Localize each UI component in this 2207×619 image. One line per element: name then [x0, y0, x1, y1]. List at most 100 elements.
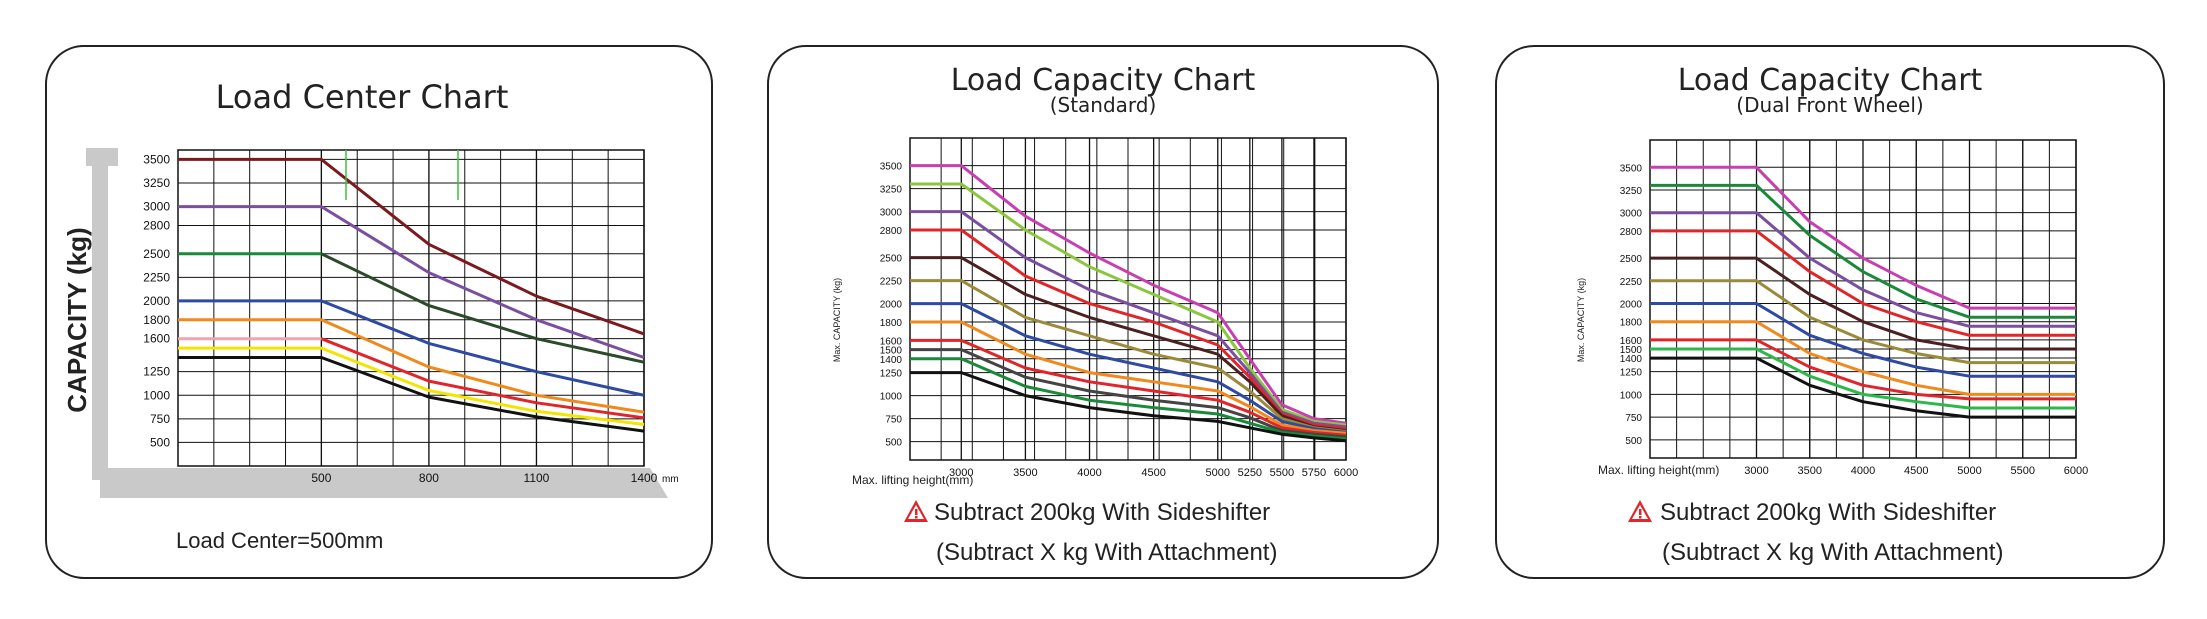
series-line [910, 228, 1347, 431]
y-tick-label: 1250 [1620, 368, 1643, 379]
note-attachment: (Subtract X kg With Attachment) [1662, 539, 2003, 566]
x-tick-label: 5750 [1302, 467, 1326, 479]
y-tick-label: 3000 [1620, 209, 1643, 220]
x-tick-label: 3500 [1013, 467, 1037, 479]
y-tick-label: 1250 [880, 369, 903, 380]
y-tick-label: 2250 [1620, 277, 1643, 288]
chart3-plot: 3500 3250 3000 2800 2500 2250 2000 1800 16001500… [1620, 139, 2088, 477]
series-line [320, 252, 645, 364]
series-line [1650, 279, 2076, 365]
y-tick-label: 1800 [880, 318, 903, 329]
y-tick-label: 3000 [880, 208, 903, 219]
series-line [1650, 229, 2076, 337]
y-tick-label: 2250 [880, 277, 903, 288]
y-tick-label: 3000 [143, 200, 170, 214]
series-line [1650, 302, 2076, 378]
chart3-ylabel: Max. CAPACITY (kg) [1576, 278, 1586, 362]
note-sideshifter: Subtract 200kg With Sideshifter [1660, 499, 1996, 526]
y-tick-label: 3250 [143, 176, 170, 190]
series-line [178, 356, 645, 433]
y-tick-label: 1600 [143, 332, 170, 346]
series-line [910, 164, 1347, 425]
chart3-xlabel: Max. lifting height(mm) [1598, 463, 1719, 477]
y-tick-label: 500 [885, 438, 902, 449]
y-tick-label: 1000 [1620, 390, 1643, 401]
series-line [178, 299, 645, 397]
y-tick-label: 2500 [880, 254, 903, 265]
series-line [178, 346, 645, 426]
series-line [910, 338, 1347, 437]
series-line [1650, 347, 2076, 410]
chart3-subtitle: (Dual Front Wheel) [1736, 93, 1923, 117]
chart2-ylabel: Max. CAPACITY (kg) [832, 278, 842, 362]
chart2-plot: 3500 3250 3000 2800 2500 2250 2000 1800 16001500… [880, 137, 1358, 479]
y-tick-label: 1400 [880, 355, 903, 366]
y-tick-label: 1800 [143, 313, 170, 327]
x-tick-label: 6000 [1334, 467, 1358, 479]
x-tick-label: 3000 [1744, 465, 1768, 477]
series-line [1650, 165, 2076, 310]
series-line [910, 302, 1347, 434]
series-line [910, 348, 1347, 439]
series-line [910, 210, 1347, 429]
chart1-plot: 3500 3250 3000 2800 2500 2250 2000 1800 1600 1250… [143, 149, 679, 485]
y-tick-label: 2800 [143, 218, 170, 232]
y-tick-label: 2500 [143, 247, 170, 261]
x-tick-label: 3000 [949, 467, 973, 479]
y-tick-label: 1400 [1620, 354, 1643, 365]
y-tick-label: 500 [150, 435, 170, 449]
x-tick-label: 4500 [1904, 465, 1928, 477]
x-tick-label: 4000 [1077, 467, 1101, 479]
y-tick-label: 1000 [143, 388, 170, 402]
x-tick-label: 1400 [631, 471, 658, 485]
x-tick-label: 5000 [1206, 467, 1230, 479]
y-tick-label: 3500 [1620, 163, 1643, 174]
y-tick-label: 2800 [1620, 227, 1643, 238]
warning-icon [1628, 500, 1652, 522]
y-tick-label: 500 [1625, 436, 1642, 447]
chart1-ylabel: CAPACITY (kg) [62, 227, 92, 412]
series-line [1650, 211, 2076, 328]
series-line [320, 337, 645, 420]
series-line [910, 279, 1347, 433]
chart1-caption: Load Center=500mm [176, 528, 383, 553]
series-line [1650, 356, 2076, 419]
chart2-subtitle: (Standard) [1050, 93, 1157, 117]
x-tick-label: 800 [419, 471, 439, 485]
y-tick-label: 750 [150, 412, 170, 426]
y-tick-label: 2800 [880, 226, 903, 237]
note-attachment: (Subtract X kg With Attachment) [936, 539, 1277, 566]
y-tick-label: 2000 [143, 294, 170, 308]
y-tick-label: 3500 [143, 152, 170, 166]
y-tick-label: 750 [885, 415, 902, 426]
series-line [910, 371, 1347, 443]
y-tick-label: 1000 [880, 392, 903, 403]
series-line [910, 357, 1347, 441]
series-line [910, 320, 1347, 435]
y-tick-label: 2000 [880, 300, 903, 311]
chart2-title: Load Capacity Chart [951, 63, 1256, 98]
x-tick-label: 4000 [1851, 465, 1875, 477]
series-line [1650, 256, 2076, 351]
series-line [1650, 320, 2076, 396]
y-tick-label: 2500 [1620, 254, 1643, 265]
chart3-title: Load Capacity Chart [1678, 63, 1983, 98]
x-tick-label: 5500 [2011, 465, 2035, 477]
y-tick-label: 2000 [1620, 300, 1643, 311]
y-tick-label: 2250 [143, 270, 170, 284]
x-tick-label: 4500 [1141, 467, 1165, 479]
chart1-title: Load Center Chart [216, 78, 509, 116]
y-tick-label: 1500 [880, 346, 903, 357]
y-tick-label: 3500 [880, 162, 903, 173]
series-line [178, 205, 645, 359]
x-tick-label: 5250 [1238, 467, 1262, 479]
y-tick-label: 3250 [1620, 186, 1643, 197]
y-tick-label: 1500 [1620, 345, 1643, 356]
series-line [178, 157, 645, 336]
x-tick-label: 3500 [1798, 465, 1822, 477]
x-tick-label: 5000 [1957, 465, 1981, 477]
series-line [910, 182, 1347, 427]
x-tick-label: 500 [311, 471, 331, 485]
